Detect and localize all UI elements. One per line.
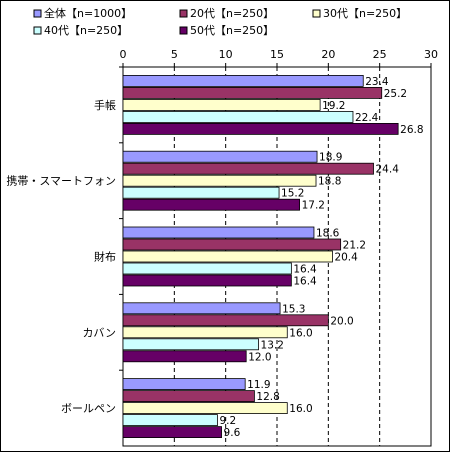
value-label-2-5: 17.2 (302, 200, 325, 212)
legend-label-3: 30代【n=250】 (323, 7, 407, 20)
category-label-1: 手帳 (94, 98, 116, 112)
value-label-3-4: 16.4 (293, 264, 317, 276)
x-tick-label-5: 5 (171, 48, 178, 61)
value-label-1-5: 26.8 (400, 124, 423, 136)
value-label-3-3: 20.4 (334, 252, 358, 264)
value-label-3-2: 21.2 (343, 240, 366, 252)
value-label-5-2: 12.8 (256, 391, 279, 403)
bar-1-3 (122, 99, 321, 111)
bar-1-1 (122, 75, 364, 87)
bar-3-5 (122, 274, 292, 287)
legend-label-4: 40代【n=250】 (44, 24, 128, 37)
bar-4-3 (122, 326, 288, 339)
x-tick-label-10: 10 (219, 48, 233, 61)
value-label-5-1: 11.9 (247, 379, 270, 391)
bar-1-5 (122, 123, 399, 135)
legend-label-5: 50代【n=250】 (190, 24, 274, 37)
value-label-4-5: 12.0 (248, 351, 271, 363)
x-tick-label-15: 15 (270, 48, 284, 61)
legend-label-2: 20代【n=250】 (190, 7, 274, 20)
bar-2-2 (122, 162, 374, 175)
bar-5-3 (122, 402, 288, 415)
legend-swatch-2 (179, 9, 188, 18)
bar-5-5 (122, 426, 222, 439)
bar-1-2 (122, 87, 383, 99)
value-label-2-1: 18.9 (319, 152, 342, 164)
bar-5-2 (122, 390, 255, 403)
bar-4-2 (122, 314, 329, 327)
value-label-3-1: 18.6 (316, 228, 340, 240)
bar-3-4 (122, 262, 292, 275)
bar-1-4 (122, 111, 354, 123)
value-label-4-1: 15.3 (282, 303, 305, 315)
value-label-5-5: 9.6 (224, 427, 241, 439)
value-label-1-1: 23.4 (365, 76, 389, 88)
value-label-5-4: 9.2 (219, 415, 236, 427)
bar-2-4 (122, 186, 280, 199)
bar-2-5 (122, 198, 300, 211)
x-tick-label-0: 0 (120, 48, 127, 61)
bar-2-3 (122, 174, 317, 187)
value-label-2-3: 18.8 (318, 176, 341, 188)
bar-4-4 (122, 338, 259, 351)
legend-swatch-1 (33, 9, 42, 18)
value-label-1-4: 22.4 (355, 112, 379, 124)
category-label-4: カバン (82, 326, 116, 339)
legend-swatch-4 (33, 26, 42, 35)
bar-5-1 (122, 378, 246, 391)
value-label-4-4: 13.2 (261, 339, 284, 351)
legend-label-1: 全体【n=1000】 (44, 6, 132, 20)
x-tick-label-20: 20 (321, 48, 335, 61)
legend-swatch-5 (179, 26, 188, 35)
x-tick-label-30: 30 (424, 48, 438, 61)
bar-5-4 (122, 414, 218, 427)
value-label-1-2: 25.2 (384, 88, 407, 100)
value-label-4-2: 20.0 (330, 315, 353, 327)
value-label-2-2: 24.4 (376, 164, 400, 176)
value-label-5-3: 16.0 (289, 403, 312, 415)
value-label-4-3: 16.0 (289, 327, 312, 339)
category-label-2: 携帯・スマートフォン (6, 174, 116, 188)
x-tick-label-25: 25 (373, 48, 387, 61)
bar-4-1 (122, 302, 281, 315)
bar-3-2 (122, 238, 342, 251)
value-label-3-5: 16.4 (293, 276, 317, 288)
category-label-3: 財布 (94, 250, 116, 264)
category-label-5: ボールペン (61, 402, 116, 415)
value-label-1-3: 19.2 (322, 100, 345, 112)
bar-3-3 (122, 250, 333, 263)
bar-3-1 (122, 226, 315, 239)
value-label-2-4: 15.2 (281, 188, 304, 200)
legend-swatch-3 (312, 9, 321, 18)
bar-2-1 (122, 150, 318, 163)
bar-4-5 (122, 350, 247, 363)
